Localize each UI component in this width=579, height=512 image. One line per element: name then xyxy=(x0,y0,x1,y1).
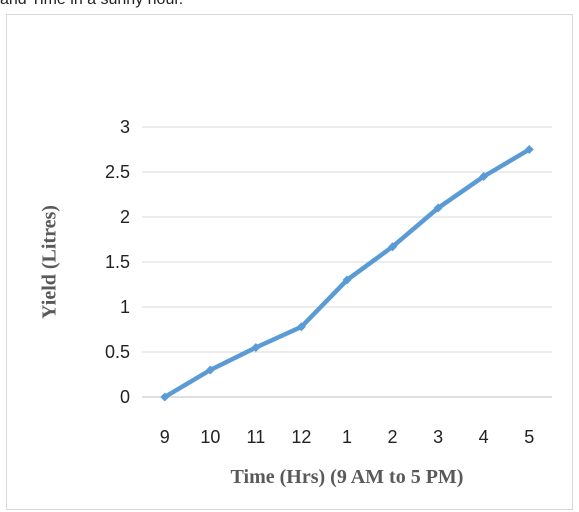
y-tick-label: 0 xyxy=(120,387,130,407)
x-tick-label: 9 xyxy=(160,427,170,447)
data-point-marker xyxy=(433,203,443,213)
data-point-marker xyxy=(479,172,489,181)
y-tick-label: 0.5 xyxy=(105,342,130,362)
x-tick-label: 4 xyxy=(479,427,489,447)
y-tick-label: 1.5 xyxy=(105,252,130,272)
x-tick-label: 1 xyxy=(342,427,352,447)
y-tick-label: 1 xyxy=(120,297,130,317)
data-point-marker xyxy=(296,322,306,332)
data-point-marker xyxy=(160,392,170,402)
y-axis-title: Yield (Litres) xyxy=(39,205,61,319)
x-tick-label: 2 xyxy=(388,427,398,447)
x-axis-title: Time (Hrs) (9 AM to 5 PM) xyxy=(231,466,464,488)
data-point-marker xyxy=(342,275,352,285)
line-chart: 00.511.522.53 9 10 11 12 1 2 3 4 5 Yield (Litres… xyxy=(39,117,552,488)
data-point-marker xyxy=(388,242,398,252)
y-tick-labels: 0 0.5 1 1.5 2 2.5 3 xyxy=(105,117,130,407)
chart-container: 0 0.5 1 1.5 2 2.5 3 9 10 11 12 1 2 3 4 5 Yield (Litres… xyxy=(6,14,573,510)
x-tick-label: 3 xyxy=(433,427,443,447)
caption-text: and Time in a sunny hour. xyxy=(0,0,183,9)
x-tick-label: 12 xyxy=(291,427,311,447)
x-tick-labels: 9 10 11 12 1 2 3 4 5 xyxy=(160,427,534,447)
x-tick-label: 5 xyxy=(524,427,534,447)
y-tick-label: 2.5 xyxy=(105,162,130,182)
y-tick-label: 3 xyxy=(120,117,130,137)
data-point-marker xyxy=(205,365,215,375)
y-tick-label: 2 xyxy=(120,207,130,227)
data-point-marker xyxy=(251,343,261,352)
gridlines xyxy=(142,126,552,353)
data-point-marker xyxy=(524,145,534,154)
data-series xyxy=(160,145,534,402)
series-line xyxy=(162,147,532,400)
x-tick-label: 11 xyxy=(247,427,266,447)
x-tick-label: 10 xyxy=(200,427,220,447)
